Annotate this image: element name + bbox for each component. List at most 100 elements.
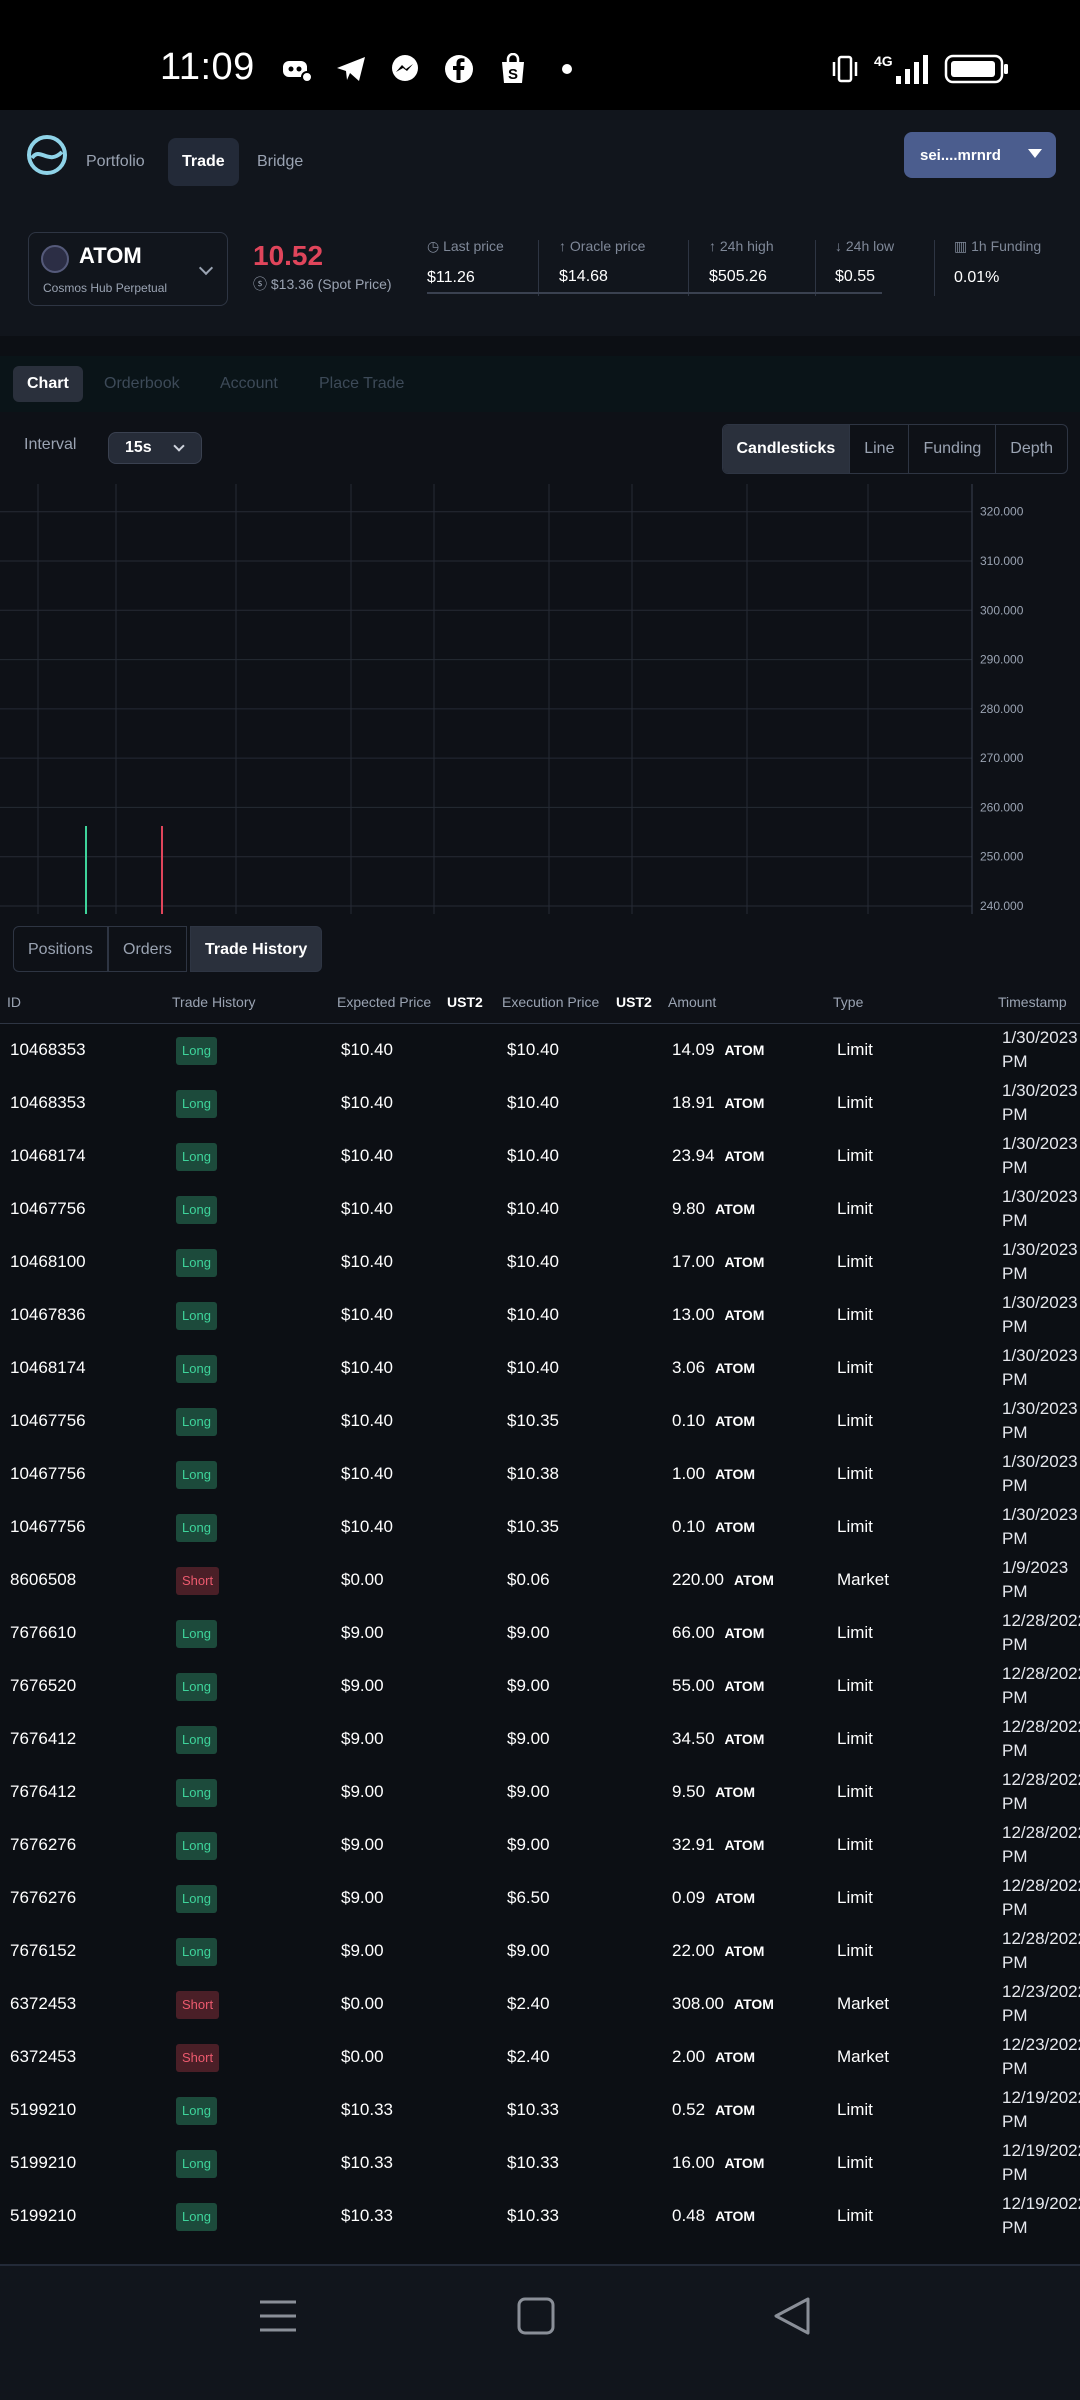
table-row[interactable]: 7676276 Long $9.00 $6.50 0.09 ATOM Limit 12/28/… <box>0 1872 1080 1925</box>
table-row[interactable]: 8606508 Short $0.00 $0.06 220.00 ATOM Market 1/… <box>0 1554 1080 1607</box>
amount-value: 0.10 <box>672 1411 706 1430</box>
timestamp-period: PM <box>1002 1317 1028 1336</box>
market-selector[interactable]: ATOM Cosmos Hub Perpetual <box>28 232 228 306</box>
cell-timestamp: 12/23/2022 PM <box>1002 2033 1080 2081</box>
trade-history-table[interactable]: 10468353 Long $10.40 $10.40 14.09 ATOM Limit 1/… <box>0 1024 1080 2264</box>
cell-amount: 2.00 ATOM <box>672 2047 755 2067</box>
timestamp-date: 1/30/2023 <box>1002 1399 1078 1418</box>
amount-value: 22.00 <box>672 1941 715 1960</box>
timestamp-date: 12/28/2022 <box>1002 1823 1080 1842</box>
table-row[interactable]: 10467756 Long $10.40 $10.38 1.00 ATOM Limit 1/3… <box>0 1448 1080 1501</box>
table-row[interactable]: 7676610 Long $9.00 $9.00 66.00 ATOM Limit 12/28… <box>0 1607 1080 1660</box>
interval-select[interactable]: 15s <box>108 432 202 464</box>
timestamp-period: PM <box>1002 1847 1028 1866</box>
back-icon[interactable] <box>772 2296 812 2341</box>
table-row[interactable]: 10467756 Long $10.40 $10.35 0.10 ATOM Limit 1/3… <box>0 1395 1080 1448</box>
cell-id: 7676152 <box>10 1941 77 1960</box>
side-badge: Long <box>176 1408 217 1436</box>
cell-timestamp: 1/9/2023 PM <box>1002 1556 1068 1604</box>
tab-chart[interactable]: Chart <box>13 366 83 402</box>
cell-execution-price: $10.35 <box>507 1517 559 1536</box>
tab-orders[interactable]: Orders <box>108 926 187 972</box>
table-row[interactable]: 6372453 Short $0.00 $2.40 2.00 ATOM Market 12/2… <box>0 2031 1080 2084</box>
cell-timestamp: 12/28/2022 PM <box>1002 1662 1080 1710</box>
table-row[interactable]: 7676152 Long $9.00 $9.00 22.00 ATOM Limit 12/28… <box>0 1925 1080 1978</box>
timestamp-date: 12/23/2022 <box>1002 1982 1080 2001</box>
nav-trade[interactable]: Trade <box>168 138 239 186</box>
mode-depth[interactable]: Depth <box>1010 440 1053 457</box>
table-row[interactable]: 7676412 Long $9.00 $9.00 34.50 ATOM Limit 12/28… <box>0 1713 1080 1766</box>
cell-amount: 9.50 ATOM <box>672 1782 755 1802</box>
timestamp-date: 1/30/2023 <box>1002 1505 1078 1524</box>
cell-timestamp: 1/30/2023 PM <box>1002 1503 1078 1551</box>
timestamp-date: 1/30/2023 <box>1002 1187 1078 1206</box>
table-row[interactable]: 7676412 Long $9.00 $9.00 9.50 ATOM Limit 12/28/… <box>0 1766 1080 1819</box>
table-row[interactable]: 10468100 Long $10.40 $10.40 17.00 ATOM Limit 1/… <box>0 1236 1080 1289</box>
cell-timestamp: 12/28/2022 PM <box>1002 1874 1080 1922</box>
cell-execution-price: $10.40 <box>507 1252 559 1271</box>
amount-value: 14.09 <box>672 1040 715 1059</box>
price-chart[interactable]: 320.000 310.000 300.000 290.000 280.000 270.0… <box>0 484 1080 914</box>
amount-value: 13.00 <box>672 1305 715 1324</box>
timestamp-date: 1/9/2023 <box>1002 1558 1069 1577</box>
table-row[interactable]: 10468353 Long $10.40 $10.40 14.09 ATOM Limit 1/… <box>0 1024 1080 1077</box>
cell-type: Limit <box>837 1093 873 1112</box>
cell-id: 7676520 <box>10 1676 77 1695</box>
amount-value: 17.00 <box>672 1252 715 1271</box>
table-row[interactable]: 10467756 Long $10.40 $10.35 0.10 ATOM Limit 1/3… <box>0 1501 1080 1554</box>
cell-timestamp: 1/30/2023 PM <box>1002 1397 1078 1445</box>
amount-value: 9.50 <box>672 1782 706 1801</box>
chart-svg[interactable]: 320.000 310.000 300.000 290.000 280.000 270.0… <box>0 484 1080 914</box>
cell-timestamp: 1/30/2023 PM <box>1002 1450 1078 1498</box>
stat-underline <box>427 292 882 294</box>
col-execution-unit: UST2 <box>616 994 652 1010</box>
table-row[interactable]: 6372453 Short $0.00 $2.40 308.00 ATOM Market 12… <box>0 1978 1080 2031</box>
cell-execution-price: $10.40 <box>507 1040 559 1059</box>
table-row[interactable]: 10467836 Long $10.40 $10.40 13.00 ATOM Limit 1/… <box>0 1289 1080 1342</box>
cell-id: 5199210 <box>10 2153 77 2172</box>
side-badge: Long <box>176 1037 217 1065</box>
tab-place-trade[interactable]: Place Trade <box>319 375 405 392</box>
cell-execution-price: $10.38 <box>507 1464 559 1483</box>
table-row[interactable]: 5199210 Long $10.33 $10.33 0.52 ATOM Limit 12/1… <box>0 2084 1080 2137</box>
tab-orderbook[interactable]: Orderbook <box>104 375 180 392</box>
amount-asset: ATOM <box>724 1254 765 1270</box>
mode-line[interactable]: Line <box>850 425 910 473</box>
home-icon[interactable] <box>516 2296 556 2341</box>
wallet-button[interactable]: sei....mrnrd <box>904 132 1056 178</box>
app-logo[interactable] <box>24 132 70 178</box>
cell-type: Market <box>837 1994 889 2013</box>
stat-value: $505.26 <box>709 268 767 285</box>
mode-funding[interactable]: Funding <box>909 425 997 473</box>
nav-bridge[interactable]: Bridge <box>257 153 304 170</box>
tab-account[interactable]: Account <box>220 375 278 392</box>
table-row[interactable]: 5199210 Long $10.33 $10.33 0.48 ATOM Limit 12/1… <box>0 2190 1080 2243</box>
signal-icon: 4G <box>874 52 930 91</box>
arrow-up-icon: ↑ <box>559 238 570 254</box>
cell-type: Limit <box>837 1676 873 1695</box>
table-header: ID Trade History Expected Price UST2 Exe… <box>0 984 1080 1024</box>
table-row[interactable]: 7676276 Long $9.00 $9.00 32.91 ATOM Limit 12/28… <box>0 1819 1080 1872</box>
cell-amount: 13.00 ATOM <box>672 1305 764 1325</box>
table-row[interactable]: 7676520 Long $9.00 $9.00 55.00 ATOM Limit 12/28… <box>0 1660 1080 1713</box>
table-row[interactable]: 10468174 Long $10.40 $10.40 3.06 ATOM Limit 1/3… <box>0 1342 1080 1395</box>
tab-trade-history[interactable]: Trade History <box>190 926 323 972</box>
table-row[interactable]: 5199210 Long $10.33 $10.33 16.00 ATOM Limit 12/… <box>0 2137 1080 2190</box>
cell-amount: 0.10 ATOM <box>672 1411 755 1431</box>
table-row[interactable]: 10468353 Long $10.40 $10.40 18.91 ATOM Limit 1/… <box>0 1077 1080 1130</box>
cell-id: 7676412 <box>10 1782 77 1801</box>
table-row[interactable]: 10467756 Long $10.40 $10.40 9.80 ATOM Limit 1/3… <box>0 1183 1080 1236</box>
stat-label: 1h Funding <box>971 238 1042 254</box>
stat-divider <box>934 240 935 296</box>
amount-asset: ATOM <box>724 1148 765 1164</box>
table-row[interactable]: 10468174 Long $10.40 $10.40 23.94 ATOM Limit 1/… <box>0 1130 1080 1183</box>
tab-positions[interactable]: Positions <box>13 926 108 972</box>
mark-price: 10.52 <box>253 240 324 271</box>
cell-id: 6372453 <box>10 2047 77 2066</box>
timestamp-date: 1/30/2023 <box>1002 1081 1078 1100</box>
cell-type: Market <box>837 2047 889 2066</box>
cell-expected-price: $9.00 <box>341 1941 384 1960</box>
mode-candlesticks[interactable]: Candlesticks <box>722 425 851 473</box>
menu-icon[interactable] <box>258 2296 298 2341</box>
nav-portfolio[interactable]: Portfolio <box>86 153 145 170</box>
